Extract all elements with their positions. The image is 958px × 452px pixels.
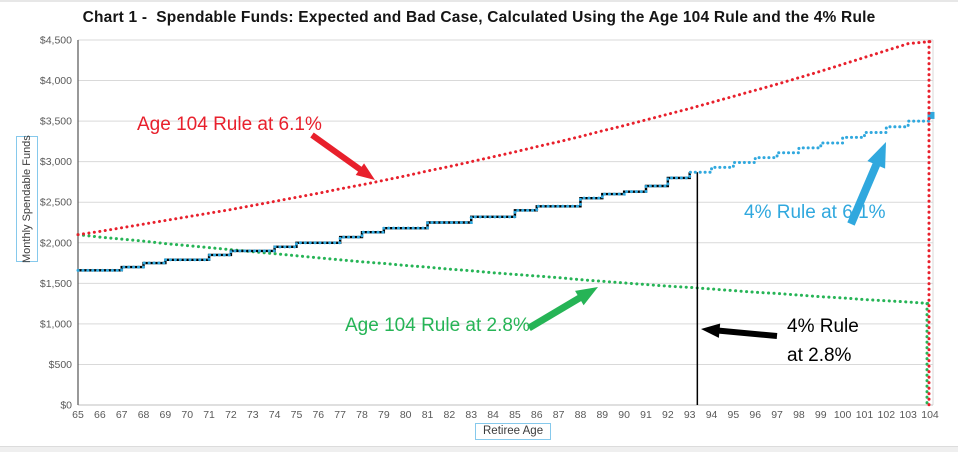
y-tick-label: $1,500 xyxy=(40,278,72,290)
x-tick-label: 83 xyxy=(465,409,477,421)
x-tick-label: 69 xyxy=(160,409,172,421)
x-tick-label: 88 xyxy=(575,409,587,421)
y-tick-label: $4,500 xyxy=(40,35,72,47)
x-tick-label: 102 xyxy=(878,409,896,421)
x-axis-title: Retiree Age xyxy=(475,423,552,440)
chart-title: Chart 1 - Spendable Funds: Expected and … xyxy=(82,9,876,26)
x-tick-label: 68 xyxy=(138,409,150,421)
x-tick-label: 103 xyxy=(899,409,917,421)
annotation-arrow-shaft-four-28 xyxy=(709,326,778,339)
x-tick-label: 84 xyxy=(487,409,499,421)
x-tick-label: 93 xyxy=(684,409,696,421)
x-tick-label: 79 xyxy=(378,409,390,421)
x-tick-label: 67 xyxy=(116,409,128,421)
x-tick-label: 80 xyxy=(400,409,412,421)
y-tick-label: $2,500 xyxy=(40,197,72,209)
x-tick-label: 66 xyxy=(94,409,106,421)
x-tick-label: 78 xyxy=(356,409,368,421)
x-tick-label: 104 xyxy=(921,409,939,421)
x-tick-label: 75 xyxy=(291,409,303,421)
x-tick-label: 90 xyxy=(618,409,630,421)
x-tick-label: 70 xyxy=(181,409,193,421)
x-tick-label: 100 xyxy=(834,409,852,421)
annotation-arrow-shaft-age104-61 xyxy=(310,132,370,178)
x-tick-label: 76 xyxy=(312,409,324,421)
x-tick-label: 81 xyxy=(422,409,434,421)
x-tick-label: 98 xyxy=(793,409,805,421)
x-tick-label: 92 xyxy=(662,409,674,421)
x-tick-label: 91 xyxy=(640,409,652,421)
x-tick-label: 87 xyxy=(553,409,565,421)
y-tick-label: $3,000 xyxy=(40,156,72,168)
x-tick-label: 101 xyxy=(856,409,874,421)
annotation-label-age104-61: Age 104 Rule at 6.1% xyxy=(137,114,322,135)
series-4pct-6.1 xyxy=(76,113,932,272)
y-tick-label: $3,500 xyxy=(40,116,72,128)
x-tick-label: 82 xyxy=(444,409,456,421)
series-4pct-6.1-end-marker xyxy=(927,111,935,119)
x-tick-label: 99 xyxy=(815,409,827,421)
x-tick-label: 71 xyxy=(203,409,215,421)
x-tick-label: 65 xyxy=(72,409,84,421)
bottom-edge-strip xyxy=(0,446,958,452)
x-tick-label: 77 xyxy=(334,409,346,421)
annotation-arrow-head-four-28 xyxy=(701,323,721,338)
y-tick-label: $500 xyxy=(49,359,73,371)
series-age104-2.8 xyxy=(76,233,932,306)
x-tick-label: 73 xyxy=(247,409,259,421)
top-edge-divider xyxy=(0,0,958,2)
x-tick-label: 94 xyxy=(706,409,718,421)
x-tick-label: 74 xyxy=(269,409,281,421)
y-tick-label: $1,000 xyxy=(40,318,72,330)
series-4pct-2.8 xyxy=(78,172,691,272)
series-age104-6.1 xyxy=(76,40,932,237)
x-tick-label: 89 xyxy=(596,409,608,421)
annotation-label-four-61: 4% Rule at 6.1% xyxy=(744,202,886,223)
y-tick-label: $2,000 xyxy=(40,237,72,249)
x-tick-label: 72 xyxy=(225,409,237,421)
annotation-arrow-head-age104-28 xyxy=(575,287,598,306)
annotation-label-age104-28: Age 104 Rule at 2.8% xyxy=(345,315,530,336)
annotation-arrow-head-age104-61 xyxy=(355,163,375,180)
x-tick-label: 96 xyxy=(749,409,761,421)
x-tick-label: 97 xyxy=(771,409,783,421)
x-tick-label: 95 xyxy=(728,409,740,421)
y-tick-label: $0 xyxy=(60,400,72,412)
x-tick-label: 85 xyxy=(509,409,521,421)
x-tick-label: 86 xyxy=(531,409,543,421)
annotation-arrow-head-four-61 xyxy=(867,142,886,169)
annotation-label-four-28: 4% Rule at 2.8% xyxy=(787,316,859,367)
y-tick-label: $4,000 xyxy=(40,75,72,87)
y-axis-title: Monthly Spendable Funds xyxy=(16,135,38,263)
